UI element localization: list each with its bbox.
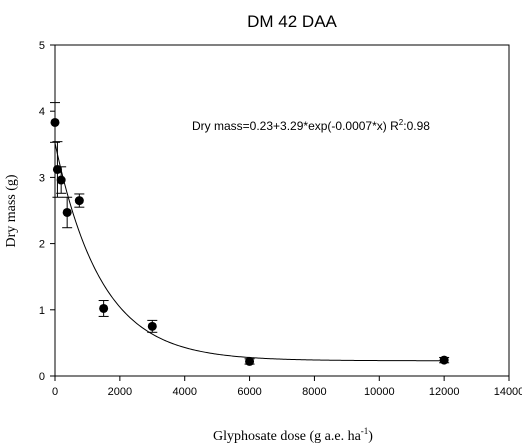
- x-axis-label-superscript: -1: [361, 426, 369, 436]
- fit-curve: [54, 142, 445, 362]
- x-tick-label: 4000: [172, 386, 196, 398]
- data-point: [56, 175, 66, 185]
- x-tick-label: 6000: [237, 386, 261, 398]
- data-point: [62, 207, 72, 217]
- chart-title: DM 42 DAA: [247, 12, 337, 31]
- x-tick-label: 8000: [302, 386, 326, 398]
- x-axis-label-suffix: ): [368, 429, 373, 444]
- data-point: [74, 196, 84, 206]
- y-tick-label: 5: [39, 40, 45, 52]
- x-axis-label: Glyphosate dose (g a.e. ha-1): [213, 426, 373, 444]
- x-axis-label-text: Glyphosate dose (g a.e. ha: [213, 429, 362, 444]
- fit-equation-suffix: :0.98: [403, 119, 430, 133]
- data-point: [52, 164, 62, 174]
- x-tick-label: 14000: [494, 386, 522, 398]
- data-point: [439, 355, 449, 365]
- y-tick-label: 1: [39, 305, 45, 317]
- data-point: [50, 117, 60, 127]
- y-axis-label: Dry mass (g): [4, 174, 19, 247]
- fit-equation-annotation: Dry mass=0.23+3.29*exp(-0.0007*x) R2:0.9…: [192, 118, 430, 133]
- data-point: [99, 303, 109, 313]
- x-tick-label: 10000: [364, 386, 395, 398]
- fit-equation-superscript: 2: [399, 118, 404, 127]
- y-tick-label: 3: [39, 172, 45, 184]
- data-point: [245, 356, 255, 366]
- y-tick-label: 0: [39, 371, 45, 383]
- x-tick-label: 2000: [108, 386, 132, 398]
- y-tick-label: 4: [39, 106, 45, 118]
- fit-equation-text: Dry mass=0.23+3.29*exp(-0.0007*x) R: [192, 119, 399, 133]
- plot-frame: [54, 44, 510, 377]
- y-tick-label: 2: [39, 239, 45, 251]
- x-tick-label: 12000: [429, 386, 460, 398]
- data-point: [147, 321, 157, 331]
- x-tick-label: 0: [52, 386, 58, 398]
- plot-area: 0 2000 4000 6000 8000 10000 12000 14000 0 1 2 3 4 5: [39, 40, 522, 398]
